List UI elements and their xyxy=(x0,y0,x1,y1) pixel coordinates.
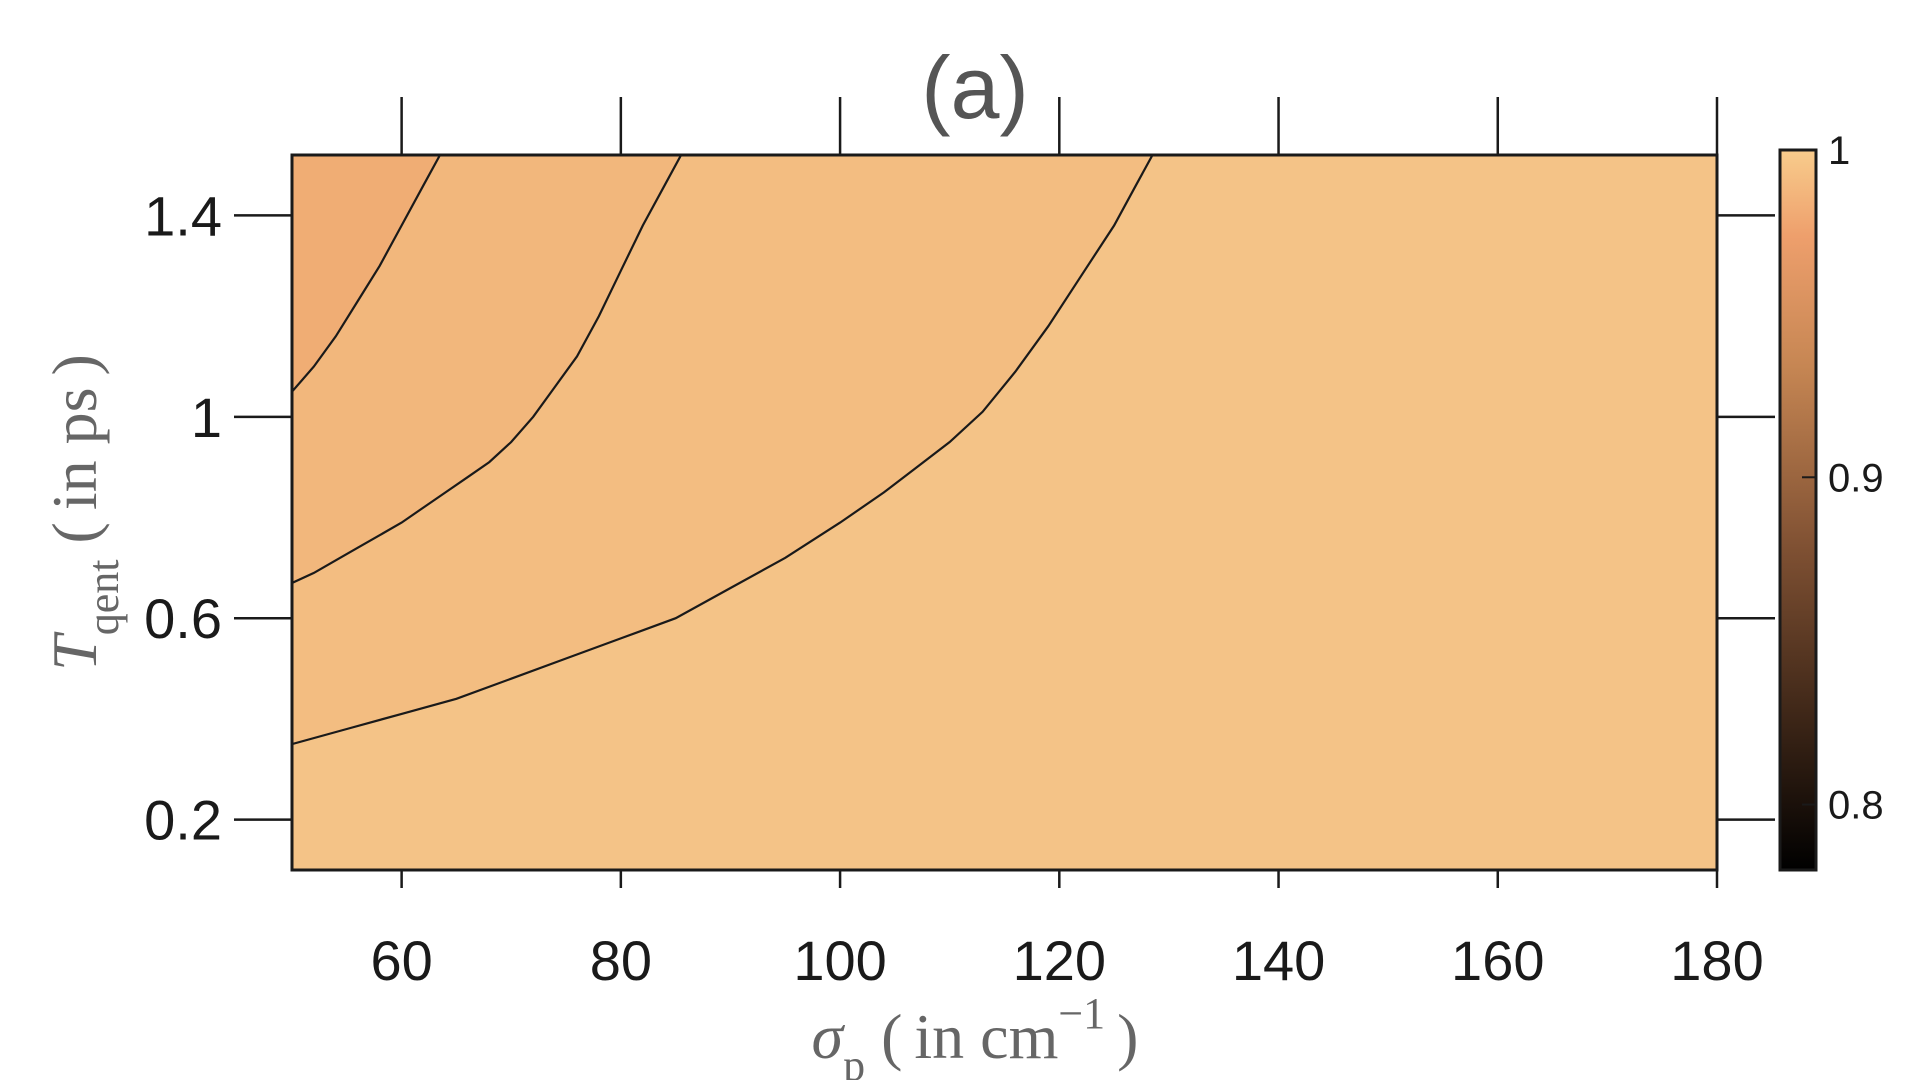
y-axis-symbol: T xyxy=(39,631,110,671)
x-axis-superscript: −1 xyxy=(1058,989,1105,1038)
x-tick-label: 100 xyxy=(793,929,886,992)
y-axis-units: in ps xyxy=(39,387,110,510)
x-tick-label: 160 xyxy=(1451,929,1544,992)
colorbar-tick-label: 0.8 xyxy=(1828,784,1884,828)
y-tick-label: 1.4 xyxy=(144,184,222,247)
contour-line-3 xyxy=(292,155,1154,746)
x-axis-symbol: σ xyxy=(812,1001,846,1072)
x-axis-subscript: p xyxy=(843,1041,865,1080)
y-axis-subscript: qent xyxy=(79,559,128,635)
x-axis-units: in cm xyxy=(914,1001,1058,1072)
contour-lines xyxy=(292,155,1154,746)
plot-frame xyxy=(290,153,1719,872)
axis-ticks xyxy=(234,97,1775,888)
y-tick-label: 1 xyxy=(191,386,222,449)
colorbar-ticks: 0.8 0.9 1 xyxy=(1802,129,1884,828)
chart-title: (a) xyxy=(921,38,1029,137)
region-low xyxy=(292,155,682,583)
region-lowest xyxy=(292,155,440,392)
contour-line-1 xyxy=(292,155,441,393)
colorbar-tick-label: 0.9 xyxy=(1828,456,1884,500)
tick-labels: 60 80 100 120 140 160 180 0.2 0.6 1 1.4 xyxy=(144,184,1764,992)
colorbar xyxy=(1778,148,1818,872)
x-axis-label: σp(in cm−1) xyxy=(812,989,1139,1080)
x-tick-label: 60 xyxy=(370,929,432,992)
contour-regions xyxy=(292,155,1717,870)
y-axis-label: Tqent(in ps) xyxy=(39,354,128,671)
contour-line-2 xyxy=(292,155,683,584)
colorbar-tick-label: 1 xyxy=(1828,129,1850,173)
x-tick-label: 80 xyxy=(590,929,652,992)
x-tick-label: 180 xyxy=(1670,929,1763,992)
y-tick-label: 0.6 xyxy=(144,587,222,650)
y-tick-label: 0.2 xyxy=(144,789,222,852)
x-tick-label: 120 xyxy=(1013,929,1106,992)
x-tick-label: 140 xyxy=(1232,929,1325,992)
